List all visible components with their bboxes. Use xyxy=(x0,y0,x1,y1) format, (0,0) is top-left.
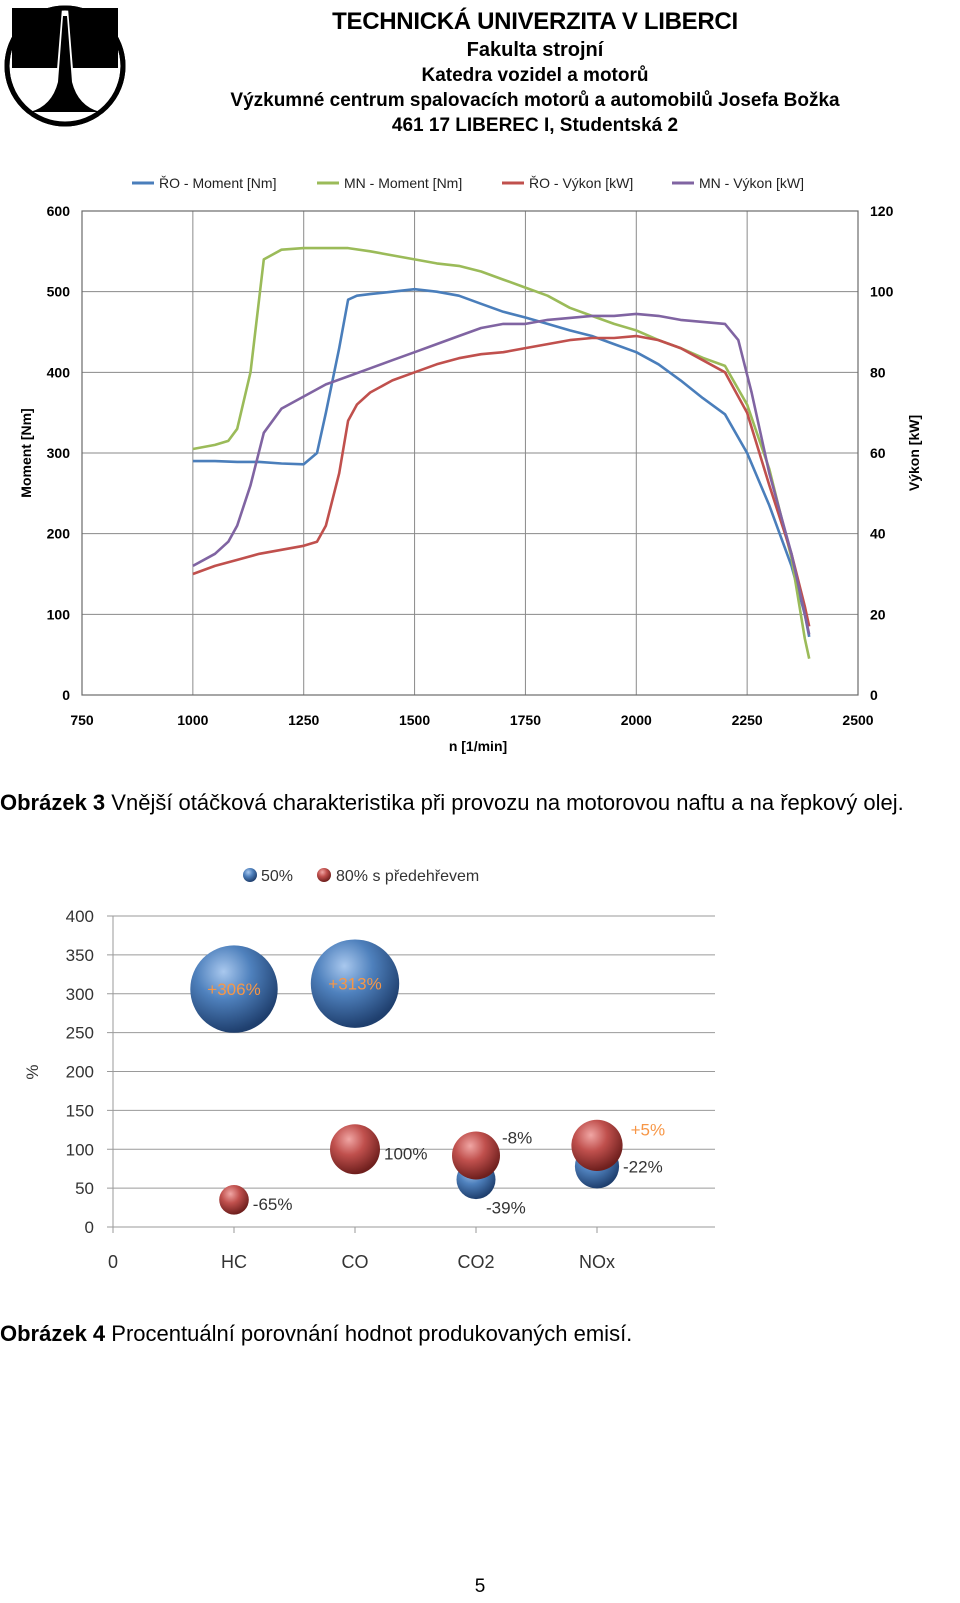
series-line xyxy=(192,287,811,638)
x-tick-label: 1000 xyxy=(177,712,208,728)
y-tick-label: 250 xyxy=(66,1024,94,1043)
data-label: -39% xyxy=(486,1199,526,1218)
legend-label: ŘO - Moment [Nm] xyxy=(159,175,276,191)
legend-marker-blue xyxy=(243,868,257,882)
y-tick-label: 50 xyxy=(75,1179,94,1198)
legend-label: 50% xyxy=(261,868,293,885)
research-center-name: Výzkumné centrum spalovacích motorů a au… xyxy=(230,90,840,111)
data-bubble xyxy=(330,1124,380,1175)
y-tick-label: 300 xyxy=(47,445,71,461)
university-name: TECHNICKÁ UNIVERZITA V LIBERCI xyxy=(332,8,738,35)
data-label: +313% xyxy=(328,975,381,994)
y-tick-label: 400 xyxy=(66,907,94,926)
x-tick-label: 2500 xyxy=(842,712,873,728)
x-tick-label: 2250 xyxy=(732,712,763,728)
y-tick-label: 0 xyxy=(85,1218,94,1237)
figure-3-text: Vnější otáčková charakteristika při prov… xyxy=(111,790,904,815)
x-tick-label: HC xyxy=(221,1252,247,1272)
data-label: -65% xyxy=(253,1195,293,1214)
y-tick-label: 100 xyxy=(66,1140,94,1159)
y-axis-title: Moment [Nm] xyxy=(18,408,34,497)
engine-characteristic-chart: 750 1000 1250 1500 1750 2000 2250 2500010020030… xyxy=(18,175,922,754)
y2-tick-label: 80 xyxy=(870,364,886,380)
figure-3-caption: Obrázek 3 Vnější otáčková charakteristik… xyxy=(0,787,955,819)
data-label: +5% xyxy=(631,1120,666,1139)
page-number: 5 xyxy=(474,1576,486,1597)
x-tick-label: CO xyxy=(342,1252,369,1272)
y2-tick-label: 40 xyxy=(870,526,886,542)
x-tick-label: 0 xyxy=(108,1252,118,1272)
legend-label: 80% s předehřevem xyxy=(336,868,479,885)
y-tick-label: 200 xyxy=(66,1063,94,1082)
y-tick-label: 500 xyxy=(47,284,71,300)
x-tick-label: 2000 xyxy=(621,712,652,728)
data-label: -22% xyxy=(623,1157,663,1176)
data-label: -8% xyxy=(502,1128,532,1147)
x-axis-title: n [1/min] xyxy=(449,738,507,754)
address: 461 17 LIBEREC I, Studentská 2 xyxy=(391,115,679,136)
emissions-bubble-chart: 0 50 100 150 200 250 300 350 400 0 HC CO CO2 NOx% 50% 8… xyxy=(23,868,715,1272)
x-tick-label: NOx xyxy=(579,1252,615,1272)
data-bubble xyxy=(452,1131,500,1180)
data-bubble xyxy=(571,1119,623,1171)
series-line xyxy=(192,246,811,659)
data-label: +306% xyxy=(207,980,260,999)
y-tick-label: 150 xyxy=(66,1101,94,1120)
legend-label: MN - Moment [Nm] xyxy=(344,175,462,191)
x-tick-label: 1500 xyxy=(399,712,430,728)
y-tick-label: 600 xyxy=(47,203,71,219)
legend-label: ŘO - Výkon [kW] xyxy=(529,175,633,191)
y2-tick-label: 20 xyxy=(870,606,886,622)
y2-tick-label: 120 xyxy=(870,203,894,219)
y-axis-title: % xyxy=(23,1064,42,1079)
legend-label: MN - Výkon [kW] xyxy=(699,175,804,191)
y-tick-label: 350 xyxy=(66,946,94,965)
data-bubble xyxy=(219,1184,249,1215)
series-line xyxy=(192,312,811,635)
x-tick-label: 1750 xyxy=(510,712,541,728)
figure-3-label: Obrázek 3 xyxy=(0,790,106,815)
y-tick-label: 0 xyxy=(62,687,70,703)
faculty-name: Fakulta strojní xyxy=(466,39,604,61)
legend-marker-red xyxy=(317,868,331,882)
figure-4-text: Procentuální porovnání hodnot produkovan… xyxy=(111,1321,633,1346)
y2-tick-label: 100 xyxy=(870,284,894,300)
y-tick-label: 400 xyxy=(47,364,71,380)
y-tick-label: 300 xyxy=(66,985,94,1004)
y2-axis-title: Výkon [kW] xyxy=(906,415,922,491)
y-tick-label: 200 xyxy=(47,526,71,542)
figure-4-label: Obrázek 4 xyxy=(0,1321,106,1346)
data-label: 100% xyxy=(384,1144,427,1163)
y-tick-label: 100 xyxy=(47,606,71,622)
university-logo xyxy=(4,5,126,127)
x-tick-label: 1250 xyxy=(288,712,319,728)
y2-tick-label: 0 xyxy=(870,687,878,703)
series-line xyxy=(192,334,811,627)
y2-tick-label: 60 xyxy=(870,445,886,461)
x-tick-label: 750 xyxy=(70,712,94,728)
x-tick-label: CO2 xyxy=(457,1252,494,1272)
letterhead: TECHNICKÁ UNIVERZITA V LIBERCI Fakulta s… xyxy=(150,6,920,138)
plot-area xyxy=(81,210,859,696)
figure-4-caption: Obrázek 4 Procentuální porovnání hodnot … xyxy=(0,1318,955,1350)
data-bubble xyxy=(190,945,278,1033)
data-bubble xyxy=(310,939,400,1028)
department-name: Katedra vozidel a motorů xyxy=(421,65,649,86)
